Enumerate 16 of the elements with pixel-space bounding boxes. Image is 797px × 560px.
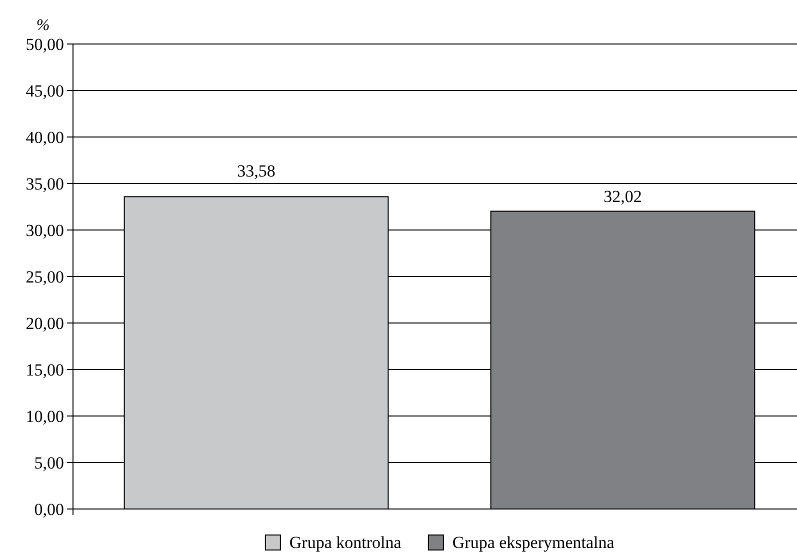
- y-tick-label: 30,00: [26, 220, 64, 240]
- y-tick-label: 35,00: [26, 174, 64, 194]
- y-tick-label: 0,00: [34, 500, 64, 519]
- y-axis-title: %: [36, 17, 50, 34]
- y-tick-label: 15,00: [26, 360, 64, 380]
- y-tick-label: 25,00: [26, 267, 64, 286]
- y-tick-label: 5,00: [34, 453, 64, 472]
- legend-label: Grupa kontrolna: [289, 533, 402, 552]
- y-tick-label: 10,00: [26, 406, 64, 426]
- data-label: 33,58: [237, 162, 276, 180]
- y-tick-label: 50,00: [26, 34, 64, 54]
- y-tick-label: 45,00: [26, 81, 64, 100]
- y-tick-label: 20,00: [26, 314, 64, 333]
- data-label: 32,02: [604, 187, 642, 206]
- y-tick-label: 40,00: [26, 128, 64, 147]
- legend-label: Grupa eksperymentalna: [452, 533, 615, 552]
